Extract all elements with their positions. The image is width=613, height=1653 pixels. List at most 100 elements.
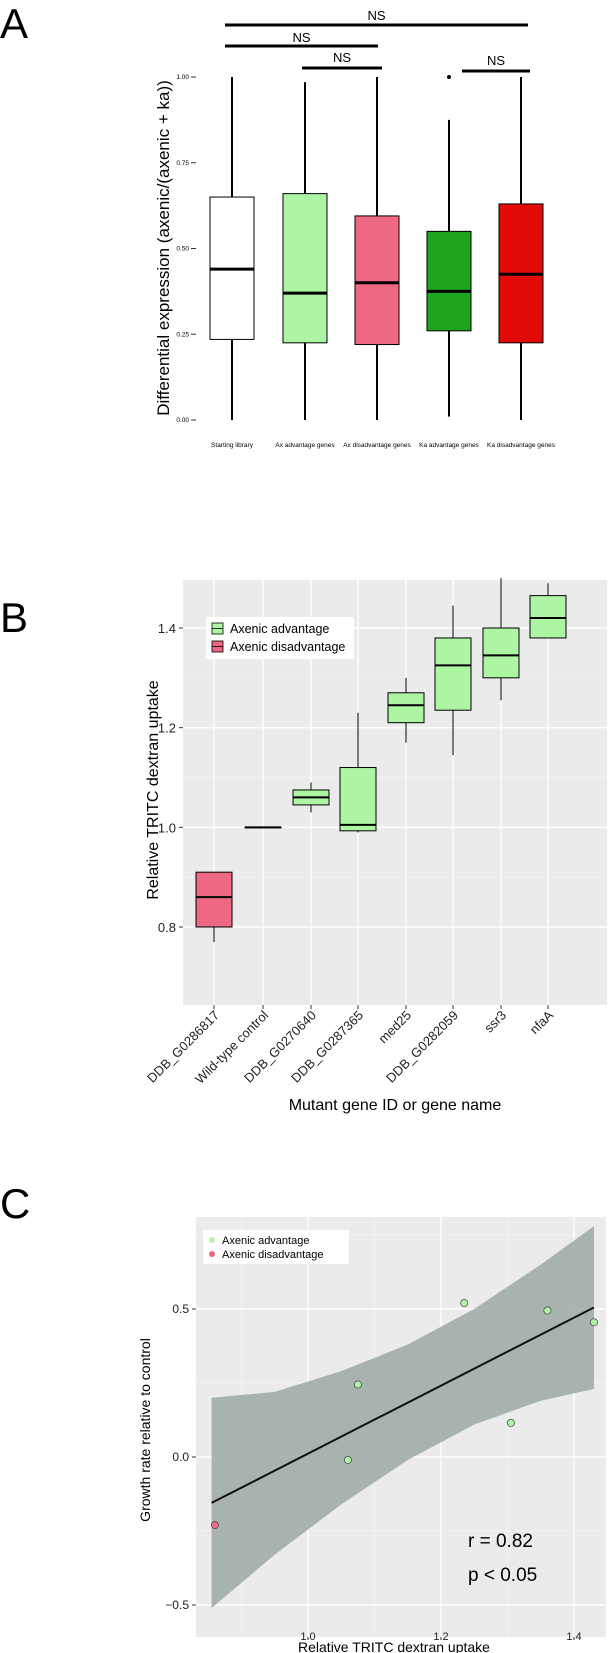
- box-5: [387, 677, 425, 743]
- y-axis: 0.00 0.25 0.50 0.75 1.00: [176, 74, 196, 424]
- x-axis: 1.0 1.2 1.4: [300, 1631, 581, 1643]
- significance-label: NS: [367, 8, 385, 23]
- legend-label: Axenic disadvantage: [222, 1249, 324, 1261]
- y-tick-label: 1.4: [158, 621, 176, 636]
- box-iqr: [529, 595, 567, 639]
- box-iqr: [482, 627, 520, 679]
- data-point: [506, 1419, 515, 1427]
- box-iqr: [195, 871, 233, 928]
- confidence-band-area: [211, 1226, 594, 1608]
- x-tick-label: Ax advantage genes: [275, 442, 335, 449]
- significance-bracket-3: NS: [302, 50, 382, 70]
- correlation-r: r = 0.82: [468, 1531, 533, 1552]
- panel-letter-b: B: [0, 594, 28, 641]
- y-tick-label: 1.0: [158, 820, 176, 835]
- y-tick-label: 0.00: [176, 417, 189, 424]
- x-tick-label: nfaA: [527, 1007, 557, 1037]
- x-tick-label: 1.2: [433, 1631, 448, 1643]
- box-8: [529, 583, 567, 639]
- correlation-p: p < 0.05: [468, 1565, 537, 1586]
- y-tick-label: 1.2: [158, 721, 176, 736]
- x-tick-labels: Starting library Ax advantage genes Ax dis…: [211, 442, 556, 449]
- data-point: [543, 1306, 552, 1315]
- x-tick-label: Starting library: [211, 442, 254, 449]
- x-tick-label: med25: [375, 1008, 414, 1047]
- legend-item: Axenic disadvantage: [211, 640, 345, 654]
- legend-label: Axenic disadvantage: [230, 640, 345, 654]
- panel-letter-c: C: [0, 1180, 30, 1227]
- box-plots: [195, 578, 567, 942]
- x-tick-label: Ax disadvantage genes: [343, 442, 411, 449]
- x-tick-label: 1.4: [566, 1631, 581, 1643]
- x-tick-label: Ka disadvantage genes: [487, 442, 556, 449]
- y-tick-label: 0.50: [176, 246, 189, 253]
- x-axis-label: Mutant gene ID or gene name: [289, 1097, 502, 1114]
- confidence-band: [211, 1226, 594, 1608]
- box-7: [482, 578, 520, 701]
- x-axis-label: Relative TRITC dextran uptake: [298, 1639, 490, 1653]
- significance-bracket-4: NS: [462, 53, 530, 73]
- legend-item: Axenic advantage: [211, 622, 329, 636]
- box-iqr: [282, 193, 328, 344]
- y-axis-label: Growth rate relative to control: [137, 1338, 153, 1522]
- legend-label: Axenic advantage: [230, 622, 329, 636]
- data-point: [210, 1521, 219, 1530]
- panel-c: C −0.5 0.0 0.5 1.0 1.2 1.4 Growth rate relat…: [0, 1180, 606, 1653]
- panel-letter-a: A: [0, 0, 28, 47]
- data-point: [353, 1380, 362, 1389]
- y-axis-label: Relative TRITC dextran uptake: [145, 680, 162, 899]
- panel-a: A NS NS NS NS 0.00 0.25 0.50 0.75 1.00 Differen…: [0, 0, 556, 449]
- box-iqr: [339, 767, 377, 832]
- box-plots: [209, 75, 544, 420]
- y-tick-label: 0.25: [176, 331, 189, 338]
- significance-label: NS: [333, 50, 351, 65]
- box-1: [195, 871, 233, 942]
- legend-background: [206, 617, 354, 659]
- box-3: [292, 782, 330, 813]
- y-tick-label: −0.5: [165, 1598, 189, 1612]
- box-4: [426, 75, 472, 417]
- legend-background: [203, 1230, 349, 1264]
- box-iqr: [426, 230, 472, 332]
- y-tick-label: 1.00: [176, 74, 189, 81]
- legend-swatch: [209, 1237, 215, 1243]
- legend: Axenic advantage Axenic disadvantage: [203, 1230, 349, 1264]
- panel-b: B 0.8 1.0 1.2 1.4 Relative TRITC dextran up…: [0, 577, 607, 1114]
- x-tick-label: Ka advantage genes: [419, 442, 479, 449]
- significance-bracket-2: NS: [225, 30, 378, 48]
- significance-brackets: NS NS NS NS: [225, 8, 530, 73]
- y-tick-label: 0.5: [172, 1302, 189, 1316]
- box-2: [282, 82, 328, 420]
- x-tick-label: 1.0: [300, 1631, 315, 1643]
- box-1: [209, 77, 255, 420]
- y-tick-label: 0.75: [176, 160, 189, 167]
- y-axis-label: Differential expression (axenic/(axenic …: [154, 80, 173, 416]
- box-6: [434, 605, 472, 756]
- significance-bracket-1: NS: [225, 8, 528, 27]
- box-iqr: [387, 692, 425, 724]
- box-5: [498, 77, 544, 420]
- legend: Axenic advantage Axenic disadvantage: [206, 617, 354, 659]
- y-tick-label: 0.0: [172, 1450, 189, 1464]
- legend-label: Axenic advantage: [222, 1235, 309, 1247]
- significance-label: NS: [487, 53, 505, 68]
- scatter-points: [210, 1299, 598, 1530]
- significance-label: NS: [292, 30, 310, 45]
- y-axis: 0.8 1.0 1.2 1.4: [158, 621, 183, 935]
- box-3: [354, 77, 400, 420]
- y-tick-label: 0.8: [158, 920, 176, 935]
- x-tick-label: ssr3: [481, 1008, 509, 1036]
- regression-fit-line: [211, 1306, 595, 1504]
- box-2: [244, 826, 282, 829]
- legend-item: Axenic disadvantage: [209, 1249, 324, 1261]
- data-point: [590, 1318, 598, 1327]
- box-iqr: [354, 215, 400, 346]
- box-4: [339, 712, 377, 833]
- legend-item: Axenic advantage: [209, 1235, 309, 1247]
- y-axis: −0.5 0.0 0.5: [165, 1302, 196, 1612]
- legend-swatch: [209, 1251, 215, 1257]
- regression-line: [211, 1306, 595, 1504]
- outlier-point: [447, 75, 451, 79]
